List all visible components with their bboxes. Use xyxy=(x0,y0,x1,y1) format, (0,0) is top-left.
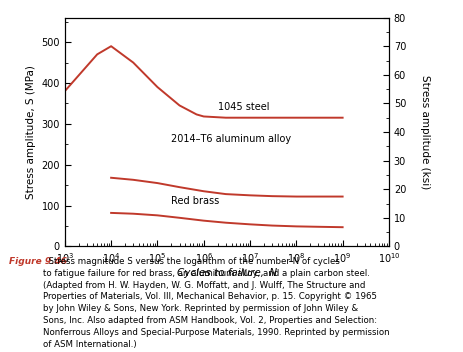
Text: 2014–T6 aluminum alloy: 2014–T6 aluminum alloy xyxy=(171,134,292,144)
Text: Red brass: Red brass xyxy=(171,196,219,206)
Y-axis label: Stress amplitude (ksi): Stress amplitude (ksi) xyxy=(420,75,430,189)
Text: Stress magnitude S versus the logarithm of the number N of cycles
to fatigue fai: Stress magnitude S versus the logarithm … xyxy=(43,257,389,348)
X-axis label: Cycles to failure,  N: Cycles to failure, N xyxy=(177,268,277,278)
Y-axis label: Stress amplitude, S (MPa): Stress amplitude, S (MPa) xyxy=(26,65,36,199)
Text: 1045 steel: 1045 steel xyxy=(218,102,269,112)
Text: Figure 9.46: Figure 9.46 xyxy=(9,257,67,266)
